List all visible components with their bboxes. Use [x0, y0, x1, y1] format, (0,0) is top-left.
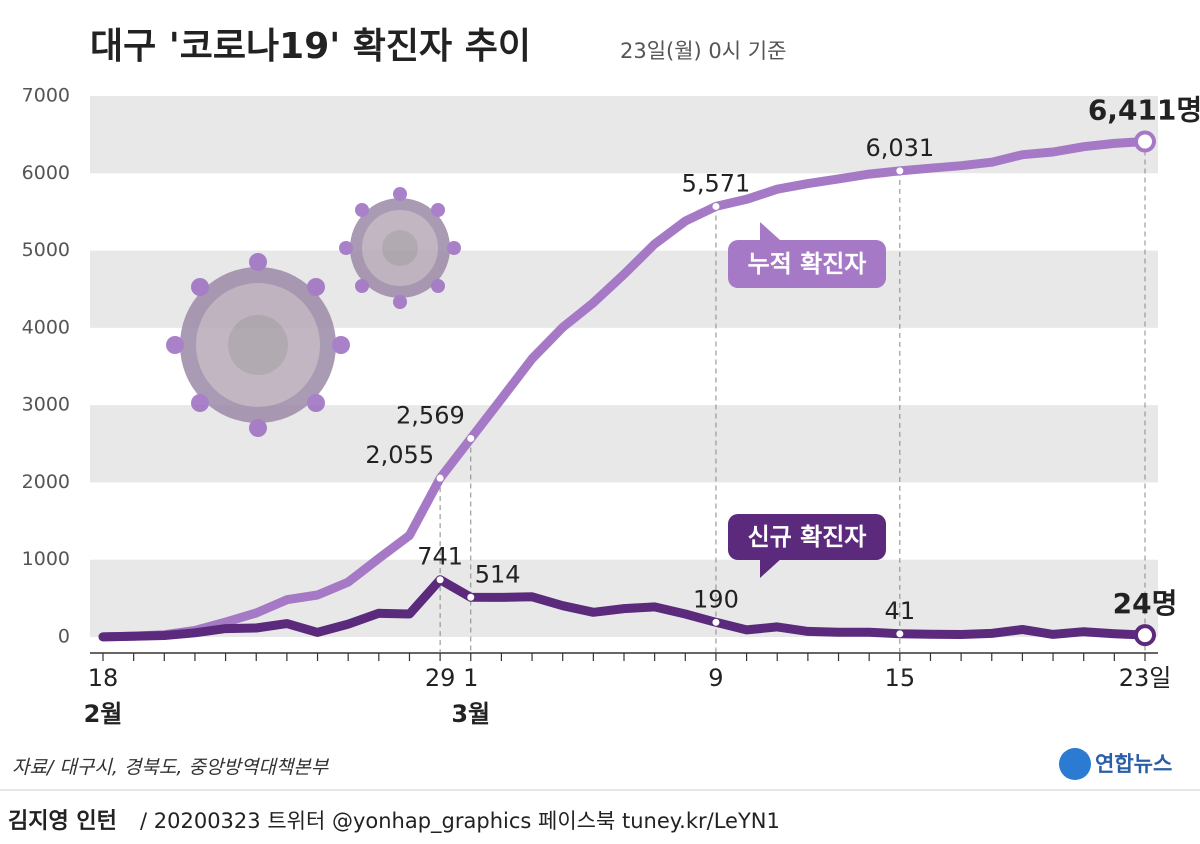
data-label: 190	[693, 585, 739, 613]
footer-info: / 20200323 트위터 @yonhap_graphics 페이스북 tun…	[140, 809, 780, 834]
footer-author: 김지영 인턴	[8, 809, 117, 834]
y-tick-label: 1000	[22, 548, 70, 570]
chart-subtitle: 23일(월) 0시 기준	[620, 39, 786, 63]
legend-label: 누적 확진자	[748, 250, 867, 278]
data-label: 5,571	[682, 169, 751, 197]
data-label: 6,031	[865, 134, 934, 162]
x-tick-label: 23일	[1119, 664, 1172, 692]
data-point	[1134, 624, 1156, 647]
chart-title: 대구 '코로나19' 확진자 추이	[90, 26, 531, 67]
data-label: 41	[885, 597, 916, 625]
x-tick-label: 1	[463, 664, 478, 692]
x-tick-label: 15	[885, 664, 916, 692]
legend: 누적 확진자 신규 확진자	[728, 222, 886, 578]
y-tick-label: 0	[58, 626, 70, 648]
callout-pointer	[760, 558, 782, 578]
logo: 연합뉴스	[1059, 748, 1172, 780]
data-label: 2,055	[365, 441, 434, 469]
x-tick-label: 9	[708, 664, 723, 692]
y-tick-label: 6000	[22, 162, 70, 184]
data-point	[436, 474, 444, 482]
data-point	[467, 434, 475, 442]
callout-pointer	[760, 222, 780, 240]
data-point	[896, 630, 904, 638]
series-line	[98, 137, 1150, 642]
y-tick-label: 5000	[22, 239, 70, 261]
y-tick-label: 2000	[22, 471, 70, 493]
data-label: 24명	[1113, 587, 1178, 620]
x-tick-label: 18	[88, 664, 119, 692]
data-point	[712, 202, 720, 210]
virus-illustration	[166, 187, 461, 437]
month-label: 2월	[84, 700, 123, 728]
logo-text: 연합뉴스	[1095, 752, 1172, 776]
data-point	[1134, 130, 1156, 153]
x-tick-label: 29	[425, 664, 456, 692]
legend-swatch	[728, 514, 886, 560]
y-tick-label: 3000	[22, 394, 70, 416]
y-tick-label: 7000	[22, 85, 70, 107]
y-tick-label: 4000	[22, 316, 70, 338]
legend-swatch	[728, 240, 886, 288]
series-line	[98, 575, 1150, 642]
month-label: 3월	[451, 700, 490, 728]
data-point	[896, 167, 904, 175]
data-point	[467, 593, 475, 601]
data-point	[436, 576, 444, 584]
data-label: 514	[475, 560, 521, 588]
data-label: 741	[417, 543, 463, 571]
data-point	[712, 618, 720, 626]
legend-label: 신규 확진자	[748, 523, 867, 551]
data-label: 6,411명	[1088, 94, 1200, 127]
data-label: 2,569	[396, 401, 465, 429]
source: 자료/ 대구시, 경북도, 중앙방역대책본부	[12, 757, 330, 779]
